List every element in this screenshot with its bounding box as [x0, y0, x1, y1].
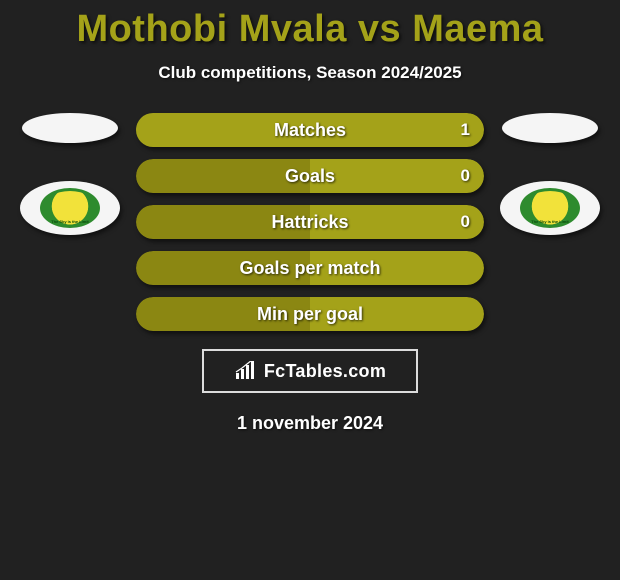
subtitle: Club competitions, Season 2024/2025	[0, 63, 620, 83]
brand-watermark: FcTables.com	[202, 349, 418, 393]
page-title: Mothobi Mvala vs Maema	[0, 0, 620, 51]
left-player-column: The Sky is the Limit	[20, 113, 120, 235]
stat-label: Matches	[136, 113, 484, 147]
comparison-row: The Sky is the Limit Matches1Goals0Hattr…	[0, 113, 620, 331]
player-left-name: Mothobi Mvala	[76, 8, 346, 50]
date: 1 november 2024	[0, 413, 620, 434]
stat-bar: Goals0	[136, 159, 484, 193]
player-right-name: Maema	[412, 8, 543, 50]
right-player-avatar	[502, 113, 598, 143]
badge-motto: The Sky is the Limit	[523, 219, 577, 224]
left-player-avatar	[22, 113, 118, 143]
vs-separator: vs	[358, 8, 412, 50]
right-player-column: The Sky is the Limit	[500, 113, 600, 235]
stat-bar: Hattricks0	[136, 205, 484, 239]
stat-label: Hattricks	[136, 205, 484, 239]
stat-value-right: 0	[461, 159, 470, 193]
bar-chart-icon	[234, 361, 258, 381]
stat-label: Min per goal	[136, 297, 484, 331]
stat-bar: Matches1	[136, 113, 484, 147]
stat-value-right: 1	[461, 113, 470, 147]
right-club-badge: The Sky is the Limit	[500, 181, 600, 235]
left-club-badge: The Sky is the Limit	[20, 181, 120, 235]
badge-motto: The Sky is the Limit	[43, 219, 97, 224]
stat-label: Goals per match	[136, 251, 484, 285]
stat-bar: Goals per match	[136, 251, 484, 285]
stat-bar: Min per goal	[136, 297, 484, 331]
brand-name: FcTables.com	[264, 361, 386, 382]
club-crest-icon: The Sky is the Limit	[40, 188, 100, 228]
stats-bars: Matches1Goals0Hattricks0Goals per matchM…	[136, 113, 484, 331]
club-crest-icon: The Sky is the Limit	[520, 188, 580, 228]
stat-value-right: 0	[461, 205, 470, 239]
stat-label: Goals	[136, 159, 484, 193]
